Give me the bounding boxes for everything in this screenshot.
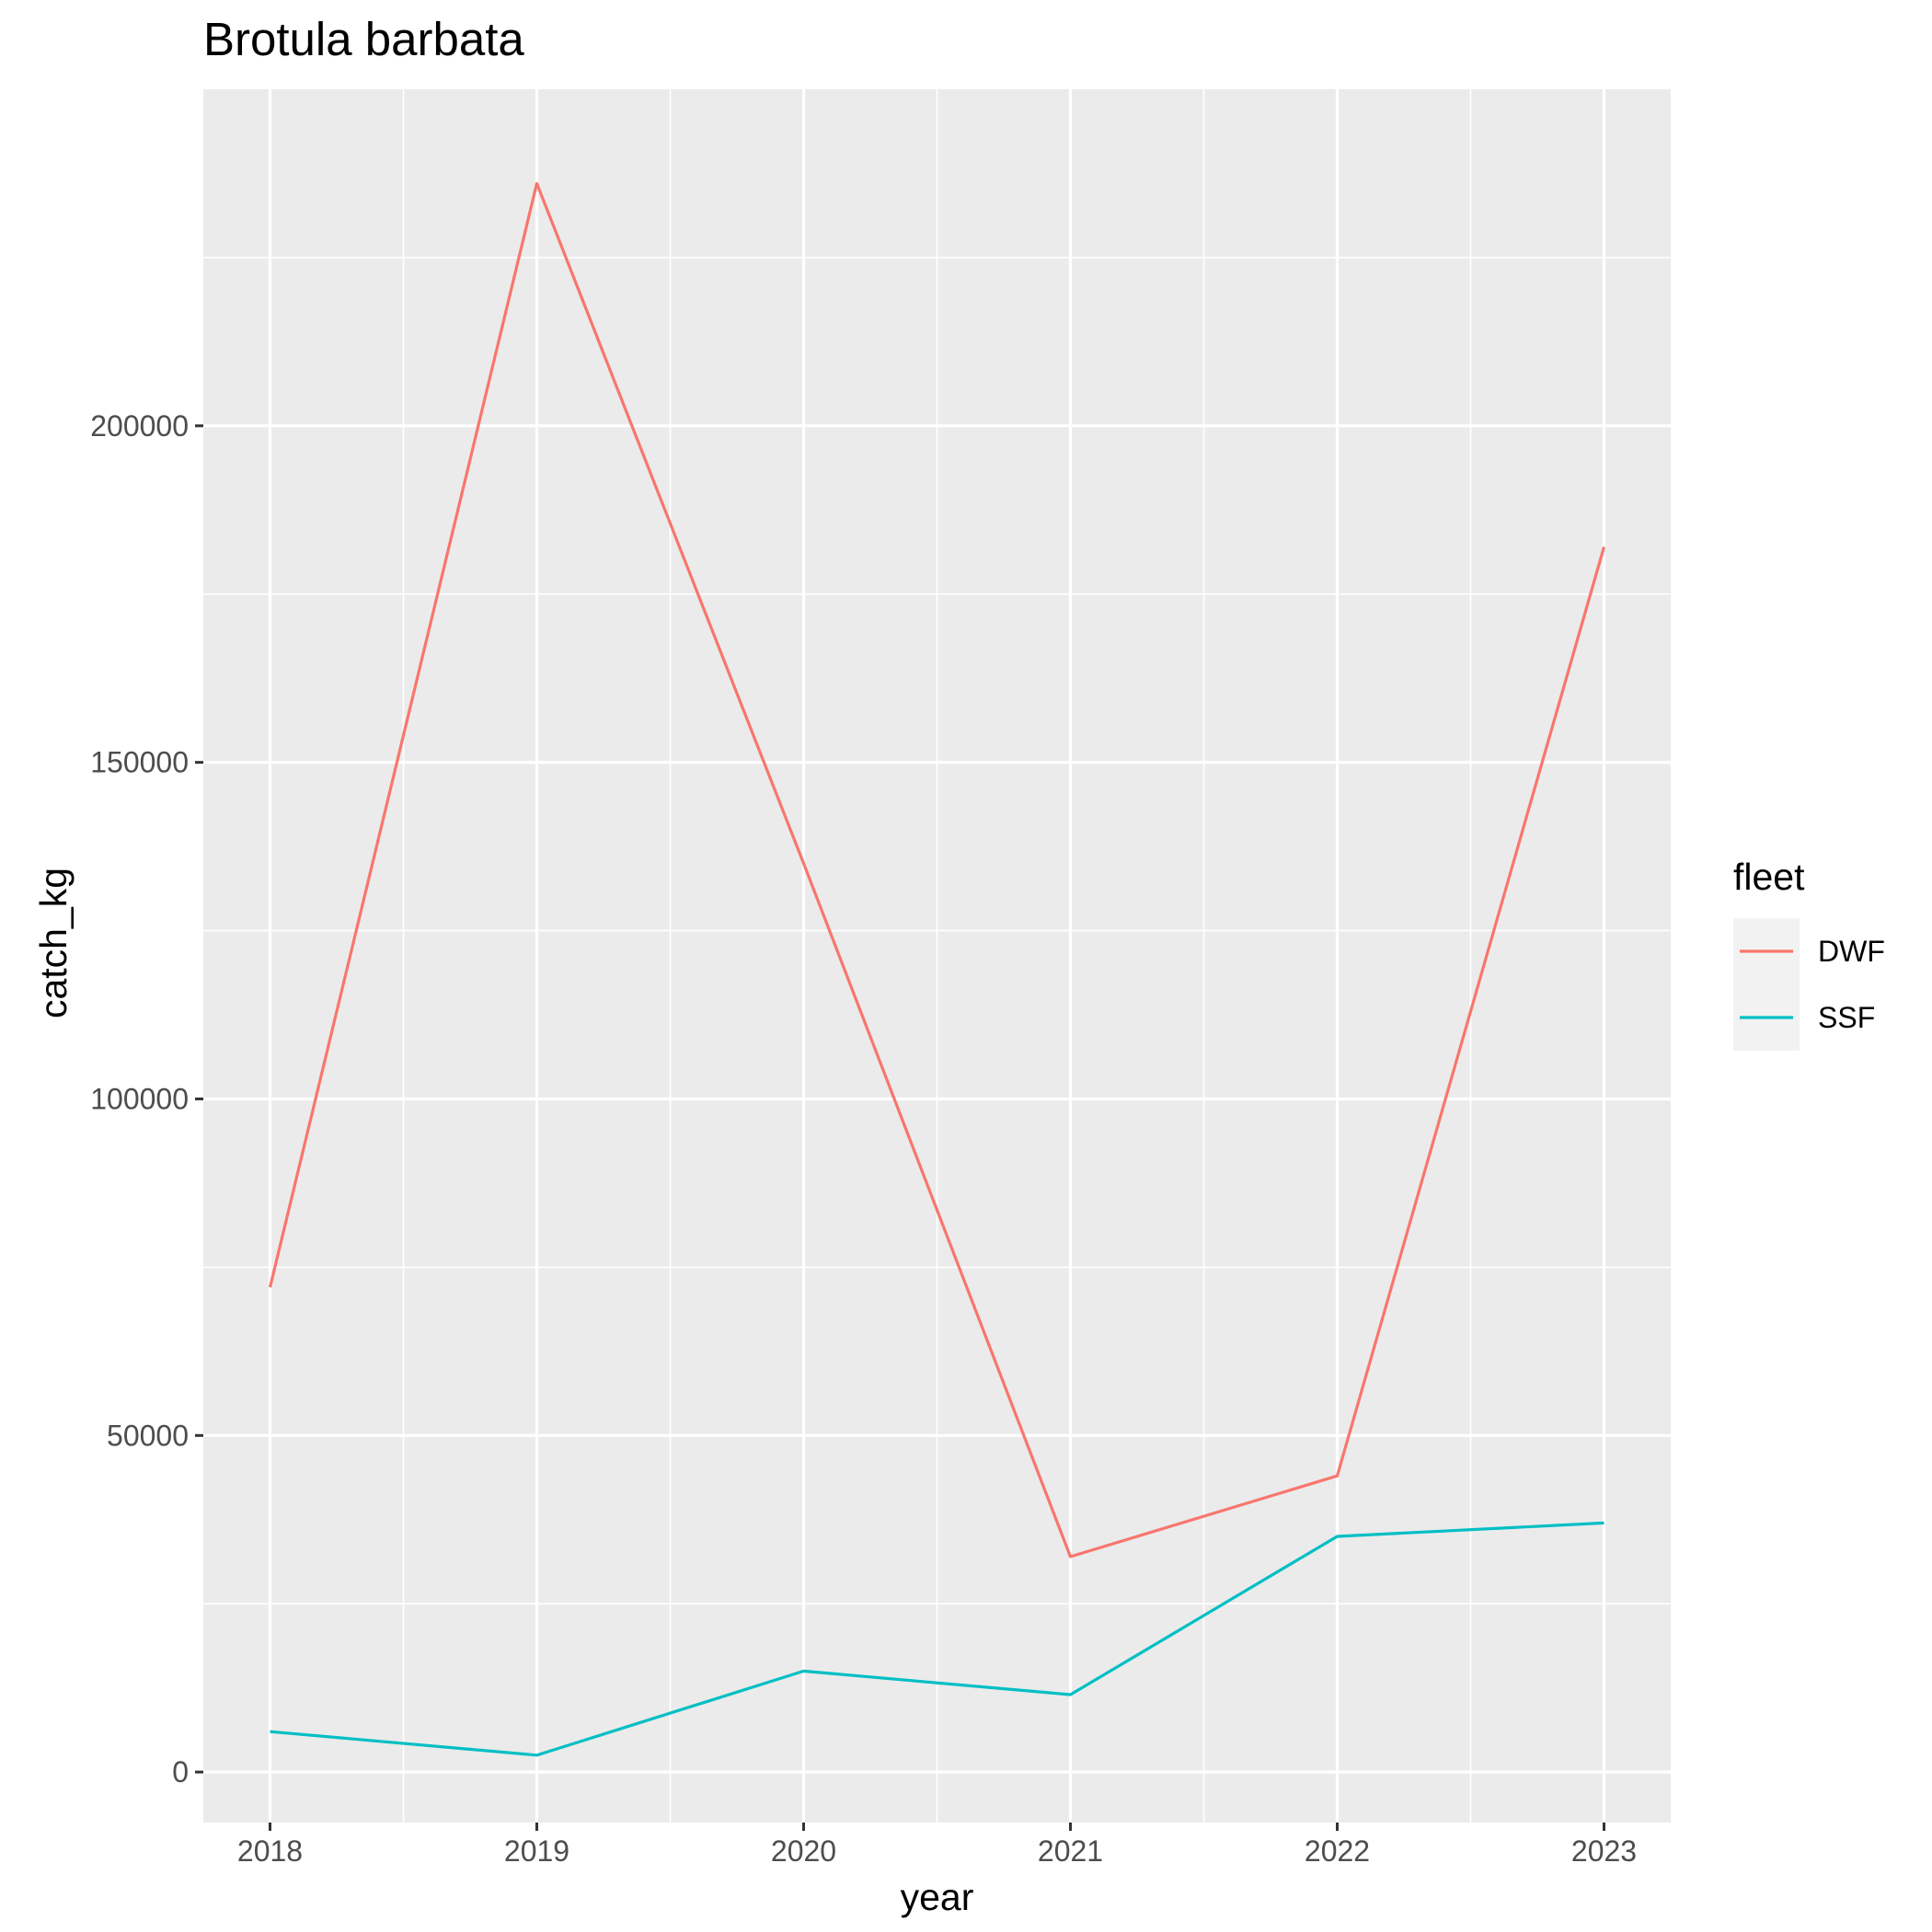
- legend-keys-background: [1733, 918, 1800, 1051]
- y-axis: 0 50000 100000 150000 200000: [90, 409, 203, 1788]
- x-tick-label: 2022: [1305, 1834, 1370, 1868]
- x-tick-label: 2023: [1571, 1834, 1637, 1868]
- series-layer: [268, 181, 1606, 1757]
- y-axis-title: catch_kg: [32, 868, 75, 1018]
- x-tick-label: 2018: [237, 1834, 303, 1868]
- chart-title: Brotula barbata: [203, 13, 524, 65]
- legend: fleet DWF SSF: [1733, 856, 1885, 1051]
- y-tick-label: 200000: [90, 409, 189, 443]
- minor-gridlines: [203, 89, 1671, 1823]
- major-gridlines: [203, 89, 1671, 1823]
- legend-items: DWF SSF: [1740, 935, 1885, 1034]
- x-tick-label: 2021: [1038, 1834, 1103, 1868]
- x-tick-label: 2019: [504, 1834, 569, 1868]
- y-tick-label: 0: [172, 1755, 189, 1788]
- legend-label-ssf: SSF: [1818, 1001, 1875, 1034]
- x-axis: 2018 2019 2020 2021 2022 2023: [237, 1823, 1637, 1868]
- y-tick-label: 150000: [90, 746, 189, 779]
- y-tick-label: 100000: [90, 1082, 189, 1115]
- series-line-dwf: [268, 181, 1606, 1558]
- y-tick-label: 50000: [107, 1419, 189, 1452]
- legend-title: fleet: [1733, 856, 1805, 898]
- x-axis-title: year: [901, 1876, 974, 1918]
- series-line-ssf: [270, 1521, 1604, 1757]
- legend-label-dwf: DWF: [1818, 935, 1885, 968]
- x-tick-label: 2020: [771, 1834, 836, 1868]
